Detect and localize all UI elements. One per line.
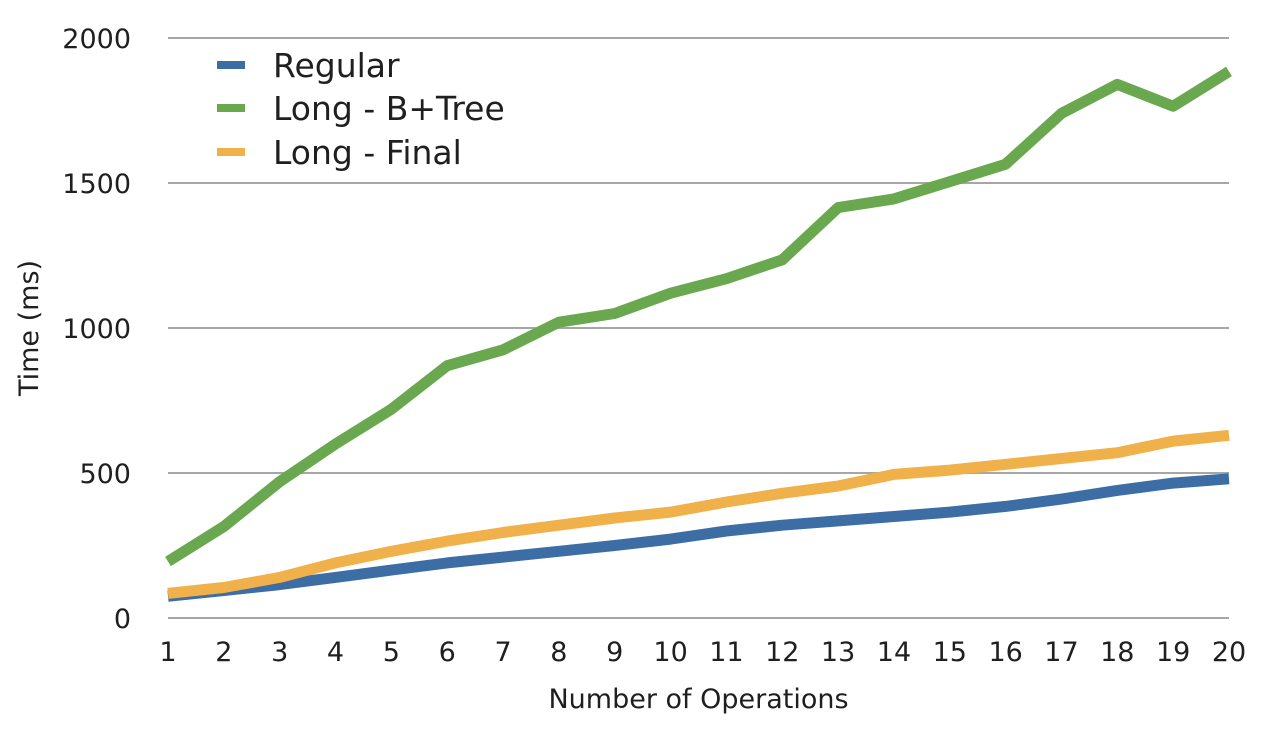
x-tick-label: 4 bbox=[327, 637, 344, 668]
x-axis-title: Number of Operations bbox=[548, 684, 848, 715]
y-tick-label: 1000 bbox=[62, 314, 131, 345]
x-tick-label: 20 bbox=[1212, 637, 1246, 668]
y-tick-label: 0 bbox=[114, 604, 131, 635]
x-tick-label: 7 bbox=[494, 637, 511, 668]
x-tick-label: 12 bbox=[765, 637, 799, 668]
y-tick-label: 2000 bbox=[62, 24, 131, 55]
x-tick-label: 17 bbox=[1044, 637, 1078, 668]
series-line-long-b-tree bbox=[165, 66, 1232, 567]
x-tick-label: 14 bbox=[877, 637, 911, 668]
series-line-regular bbox=[167, 473, 1230, 602]
x-tick-label: 3 bbox=[271, 637, 288, 668]
x-tick-label: 1 bbox=[159, 637, 176, 668]
series-line-long-final bbox=[167, 429, 1230, 599]
legend-label: Long - B+Tree bbox=[273, 89, 505, 128]
x-tick-label: 18 bbox=[1100, 637, 1134, 668]
x-tick-label: 15 bbox=[933, 637, 967, 668]
x-tick-label: 10 bbox=[653, 637, 687, 668]
x-tick-label: 9 bbox=[606, 637, 623, 668]
legend-label: Long - Final bbox=[273, 133, 462, 172]
x-tick-label: 8 bbox=[550, 637, 567, 668]
x-tick-label: 19 bbox=[1156, 637, 1190, 668]
y-tick-label: 500 bbox=[79, 459, 131, 490]
legend-label: Regular bbox=[273, 46, 400, 85]
x-tick-label: 13 bbox=[821, 637, 855, 668]
y-axis-tick-labels: 0 500 1000 1500 2000 bbox=[62, 24, 131, 635]
x-tick-label: 16 bbox=[988, 637, 1022, 668]
x-axis-tick-labels: 1 2 3 4 5 6 7 8 9 10 11 12 13 14 15 16 17 18 19 20 bbox=[159, 637, 1246, 668]
x-tick-label: 11 bbox=[709, 637, 743, 668]
gridlines bbox=[168, 37, 1229, 619]
y-axis-title: Time (ms) bbox=[14, 260, 45, 397]
x-tick-label: 2 bbox=[215, 637, 232, 668]
legend: Regular Long - B+Tree Long - Final bbox=[217, 46, 505, 172]
series-lines bbox=[165, 66, 1232, 602]
x-tick-label: 6 bbox=[439, 637, 456, 668]
y-tick-label: 1500 bbox=[62, 169, 131, 200]
x-tick-label: 5 bbox=[383, 637, 400, 668]
